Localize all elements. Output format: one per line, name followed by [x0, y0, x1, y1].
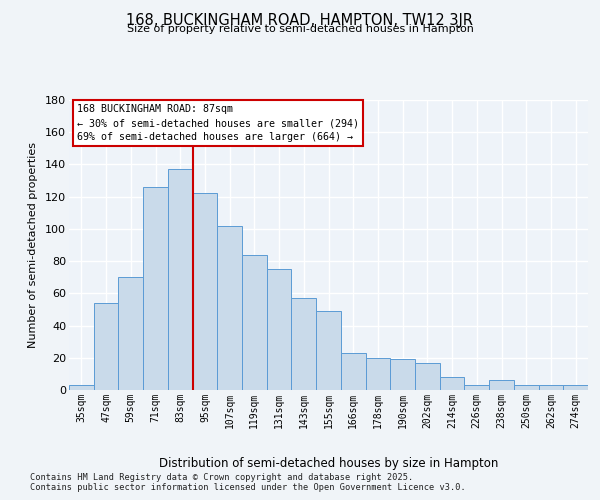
- Bar: [69, 385, 94, 390]
- Bar: [489, 380, 514, 390]
- Bar: [341, 353, 365, 390]
- Bar: [316, 311, 341, 390]
- Bar: [292, 298, 316, 390]
- Text: Contains public sector information licensed under the Open Government Licence v3: Contains public sector information licen…: [30, 484, 466, 492]
- Bar: [415, 362, 440, 390]
- Bar: [193, 194, 217, 390]
- Bar: [267, 269, 292, 390]
- Bar: [514, 385, 539, 390]
- Bar: [118, 277, 143, 390]
- Bar: [143, 187, 168, 390]
- Bar: [365, 358, 390, 390]
- Bar: [440, 377, 464, 390]
- Y-axis label: Number of semi-detached properties: Number of semi-detached properties: [28, 142, 38, 348]
- Bar: [217, 226, 242, 390]
- Bar: [168, 170, 193, 390]
- Text: Contains HM Land Registry data © Crown copyright and database right 2025.: Contains HM Land Registry data © Crown c…: [30, 472, 413, 482]
- Bar: [242, 254, 267, 390]
- Bar: [563, 385, 588, 390]
- Text: Size of property relative to semi-detached houses in Hampton: Size of property relative to semi-detach…: [127, 24, 473, 34]
- Bar: [539, 385, 563, 390]
- Bar: [390, 360, 415, 390]
- Text: 168, BUCKINGHAM ROAD, HAMPTON, TW12 3JR: 168, BUCKINGHAM ROAD, HAMPTON, TW12 3JR: [127, 12, 473, 28]
- Bar: [94, 303, 118, 390]
- Text: Distribution of semi-detached houses by size in Hampton: Distribution of semi-detached houses by …: [159, 458, 499, 470]
- Bar: [464, 385, 489, 390]
- Text: 168 BUCKINGHAM ROAD: 87sqm
← 30% of semi-detached houses are smaller (294)
69% o: 168 BUCKINGHAM ROAD: 87sqm ← 30% of semi…: [77, 104, 359, 142]
